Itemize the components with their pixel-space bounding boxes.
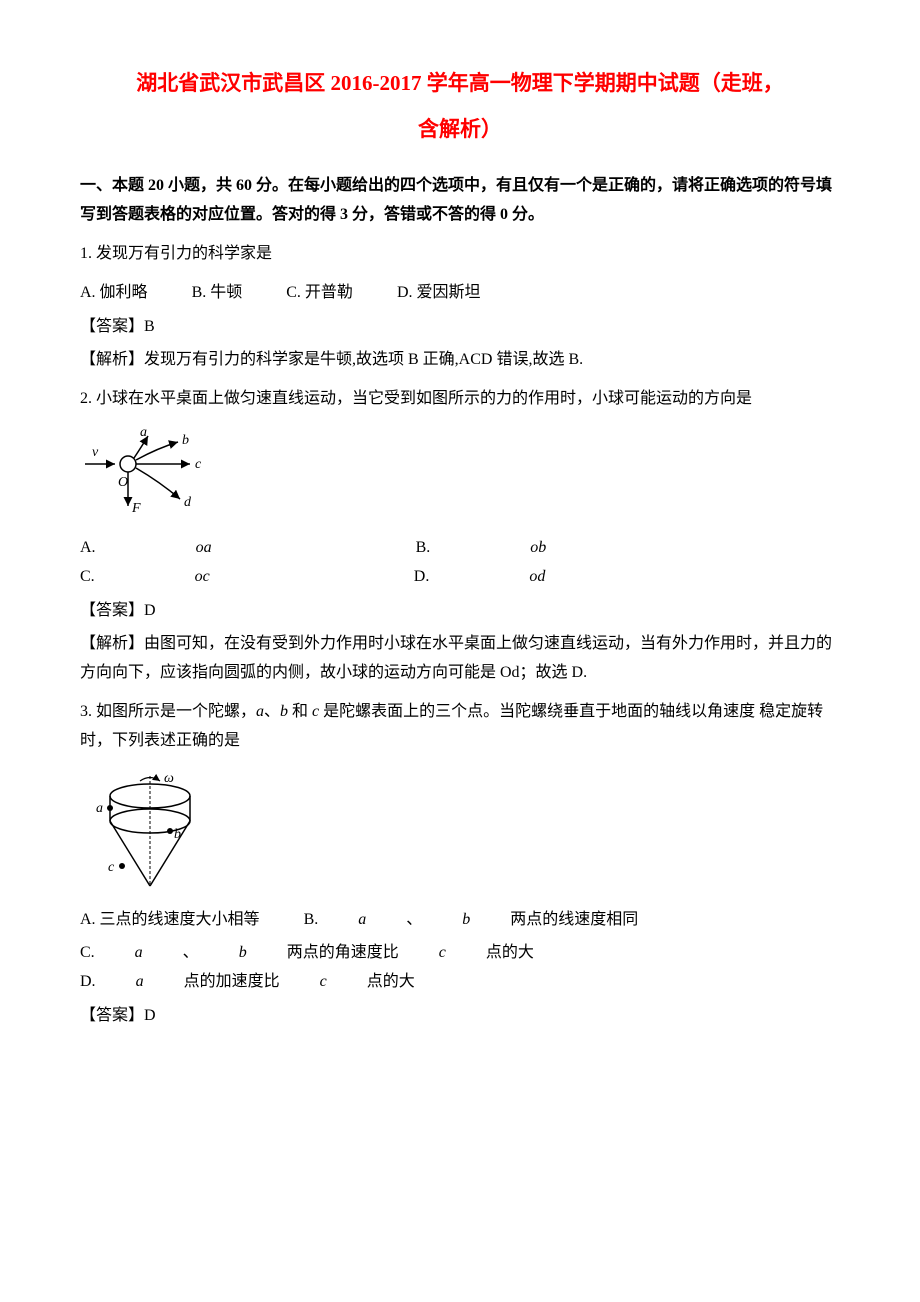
question-1-options: A. 伽利略 B. 牛顿 C. 开普勒 D. 爱因斯坦 <box>80 279 840 308</box>
q3-answer: 【答案】D <box>80 1002 840 1031</box>
q3-diagram: ω a b c <box>80 766 840 896</box>
svg-text:a: a <box>96 801 103 816</box>
svg-text:F: F <box>131 501 141 516</box>
q1-explanation: 【解析】发现万有引力的科学家是牛顿,故选项 B 正确,ACD 错误,故选 B. <box>80 346 840 375</box>
question-3-options-row2: C. a、b 两点的角速度比 c 点的大 D. a 点的加速度比 c 点的大 <box>80 939 840 997</box>
q2-option-a: A. oa <box>80 534 312 563</box>
svg-text:O: O <box>118 475 128 490</box>
document-title: 湖北省武汉市武昌区 2016-2017 学年高一物理下学期期中试题（走班， 含解… <box>80 60 840 152</box>
q1-option-a: A. 伽利略 <box>80 279 148 308</box>
q1-option-b: B. 牛顿 <box>192 279 243 308</box>
q3-option-a: A. 三点的线速度大小相等 <box>80 906 260 935</box>
title-line-2: 含解析） <box>418 117 502 141</box>
q2-option-c: C. oc <box>80 563 310 592</box>
question-2-text: 2. 小球在水平桌面上做匀速直线运动，当它受到如图所示的力的作用时，小球可能运动… <box>80 385 840 414</box>
q2-option-b: B. ob <box>416 534 647 563</box>
q2-diagram: v O a b c d F <box>80 424 840 524</box>
question-1-text: 1. 发现万有引力的科学家是 <box>80 240 840 269</box>
svg-text:a: a <box>140 425 147 440</box>
q3-option-b: B. a、b 两点的线速度相同 <box>304 906 679 935</box>
svg-text:ω: ω <box>164 771 174 786</box>
question-3-options-row1: A. 三点的线速度大小相等 B. a、b 两点的线速度相同 <box>80 906 840 935</box>
section-instruction: 一、本题 20 小题，共 60 分。在每小题给出的四个选项中，有且仅有一个是正确… <box>80 172 840 230</box>
svg-text:c: c <box>108 860 115 875</box>
svg-text:b: b <box>174 827 181 842</box>
q1-answer: 【答案】B <box>80 313 840 342</box>
q2-answer: 【答案】D <box>80 597 840 626</box>
q1-option-c: C. 开普勒 <box>286 279 353 308</box>
svg-text:d: d <box>184 495 192 510</box>
question-2-options: A. oa B. ob C. oc D. od <box>80 534 840 592</box>
q1-option-d: D. 爱因斯坦 <box>397 279 481 308</box>
q2-option-d: D. od <box>414 563 646 592</box>
q2-explanation: 【解析】由图可知，在没有受到外力作用时小球在水平桌面上做匀速直线运动，当有外力作… <box>80 630 840 688</box>
q3-option-d: D. a 点的加速度比 c 点的大 <box>80 968 455 997</box>
title-line-1: 湖北省武汉市武昌区 2016-2017 学年高一物理下学期期中试题（走班， <box>136 71 784 95</box>
svg-text:b: b <box>182 433 189 448</box>
q3-option-c: C. a、b 两点的角速度比 c 点的大 <box>80 939 574 968</box>
question-3-text: 3. 如图所示是一个陀螺，a、b 和 c 是陀螺表面上的三个点。当陀螺绕垂直于地… <box>80 698 840 756</box>
svg-text:v: v <box>92 445 99 460</box>
svg-text:c: c <box>195 457 202 472</box>
